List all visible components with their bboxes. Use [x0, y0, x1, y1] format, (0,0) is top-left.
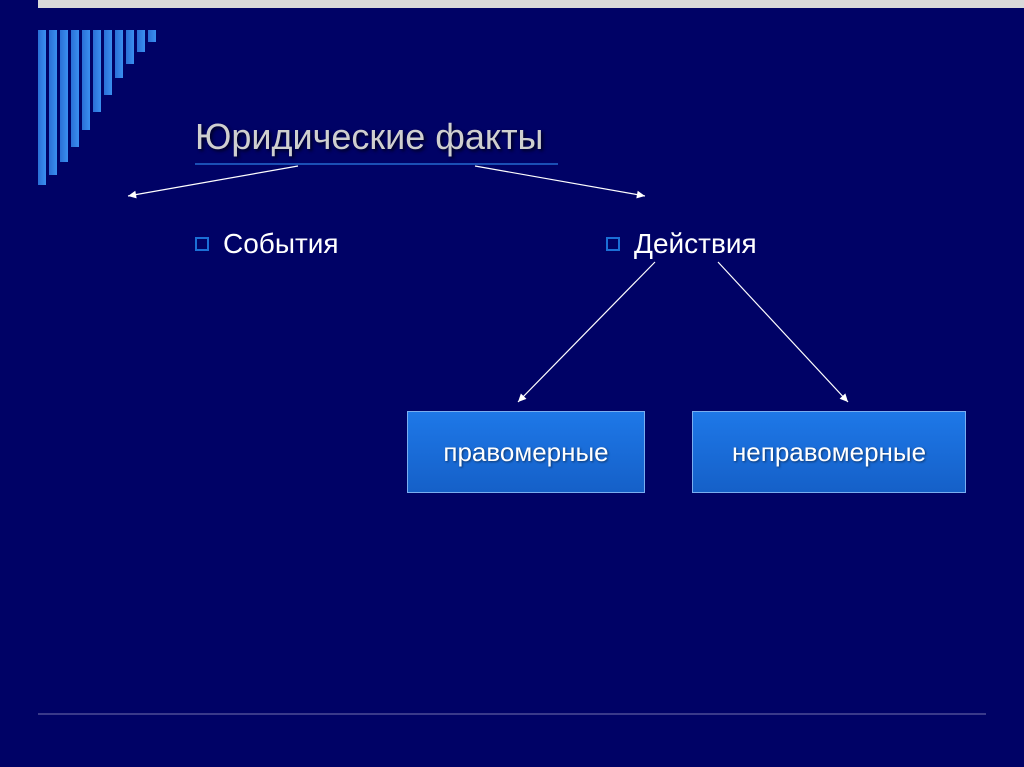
stripe [115, 30, 123, 78]
stripe [137, 30, 145, 52]
bottom-divider [38, 713, 986, 715]
arrow [518, 262, 655, 402]
stripe [38, 30, 46, 185]
bullet-label: События [223, 228, 339, 259]
arrow [718, 262, 848, 402]
stripe [126, 30, 134, 64]
diagram-box-0: правомерные [407, 411, 645, 493]
decorative-stripes [38, 30, 159, 185]
stripe [148, 30, 156, 42]
bullet-square-icon [195, 237, 209, 251]
stripe [104, 30, 112, 95]
stripe [49, 30, 57, 175]
stripe [93, 30, 101, 112]
bullet-square-icon [606, 237, 620, 251]
stripe [60, 30, 68, 162]
diagram-box-1: неправомерные [692, 411, 966, 493]
box-label: правомерные [443, 437, 608, 468]
stripe [71, 30, 79, 147]
title-underline [195, 163, 558, 165]
bullet-item-0: События [195, 228, 339, 260]
top-bar [38, 0, 1024, 8]
slide-title: Юридические факты [195, 116, 543, 158]
bullet-item-1: Действия [606, 228, 757, 260]
bullet-label: Действия [634, 228, 757, 259]
stripe [82, 30, 90, 130]
arrow [475, 166, 645, 198]
box-label: неправомерные [732, 437, 926, 468]
